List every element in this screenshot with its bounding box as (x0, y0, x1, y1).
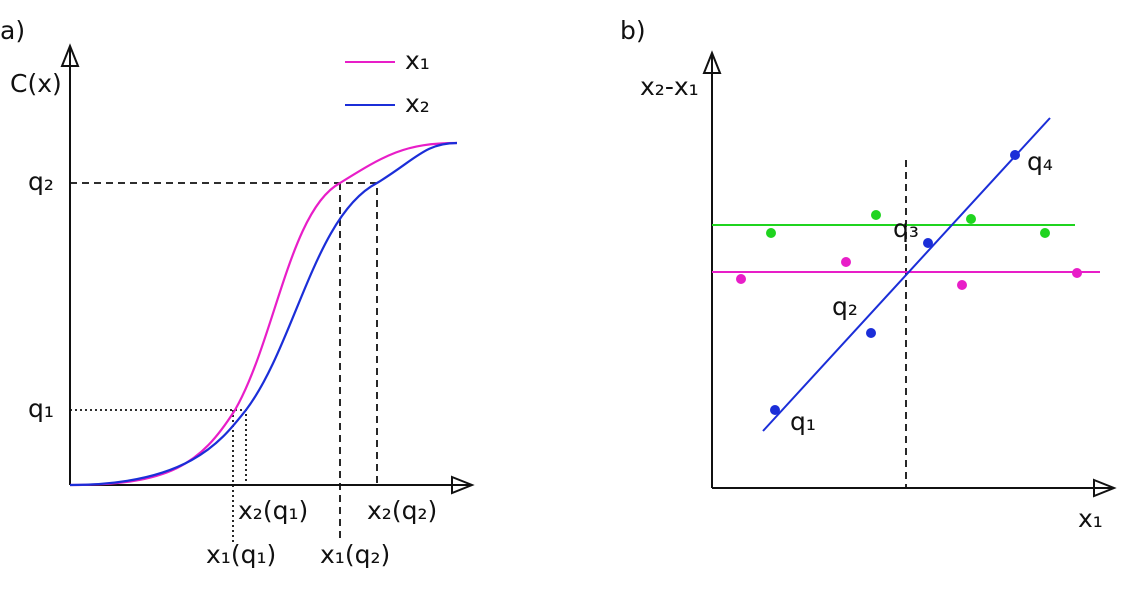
x-axis-label: x₁ (1078, 504, 1103, 533)
blue-line (762, 117, 1051, 432)
axes (60, 43, 475, 495)
magenta-dots (736, 257, 1082, 290)
point-label: q₃ (893, 214, 919, 243)
green-dots (766, 210, 1050, 238)
curve-x2 (69, 141, 458, 487)
point-label: q₁ (790, 407, 816, 436)
q2-guides (70, 182, 378, 542)
point-label: q₄ (1027, 147, 1053, 176)
panel-label: b) (620, 16, 646, 45)
blue-dots (770, 150, 1020, 415)
y-axis-label: C(x) (10, 69, 62, 98)
panel-b: b) x₂-x₁ x₁ q₁ q₂ q₃ q₄ (620, 16, 1117, 533)
y-label: q₁ (28, 394, 54, 423)
y-axis-label: x₂-x₁ (640, 72, 699, 101)
x-label: x₁(q₂) (320, 540, 390, 569)
x-label: x₁(q₁) (206, 540, 276, 569)
x-label: x₂(q₂) (367, 496, 437, 525)
legend-label: x₁ (405, 46, 430, 75)
panel-a: a) C(x) x₁ x₂ q₂ q₁ x₂(q₁) x₁(q₁) x₁(q₂)… (0, 16, 475, 569)
panel-label: a) (0, 16, 25, 45)
curve-x1 (69, 141, 458, 487)
y-label: q₂ (28, 167, 54, 196)
legend-label: x₂ (405, 89, 430, 118)
x-label: x₂(q₁) (238, 496, 308, 525)
point-label: q₂ (832, 292, 858, 321)
